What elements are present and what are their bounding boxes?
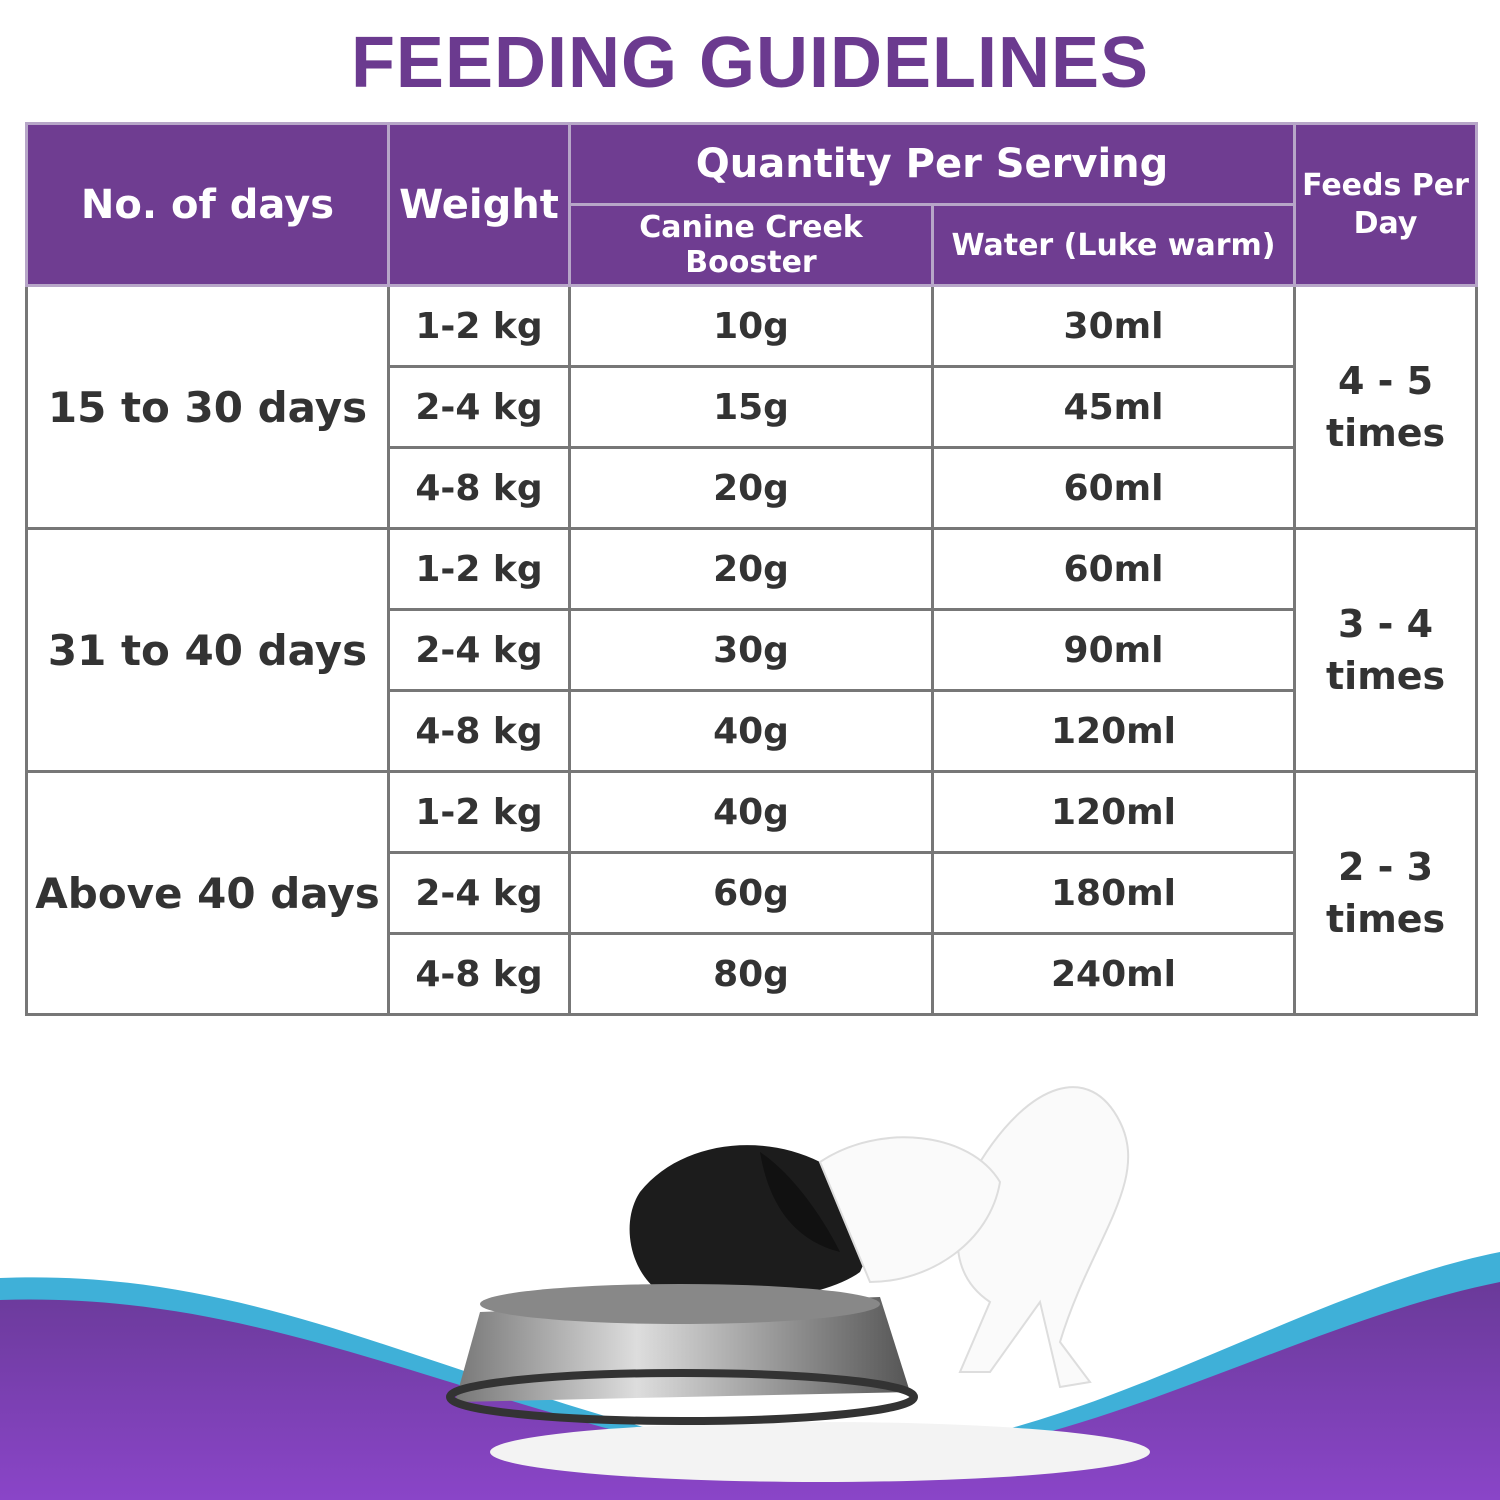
puppy-ear xyxy=(760,1152,840,1252)
weight-cell: 4-8 kg xyxy=(387,689,571,773)
days-cell: 15 to 30 days xyxy=(25,284,390,530)
booster-cell: 30g xyxy=(568,608,934,692)
days-cell: Above 40 days xyxy=(25,770,390,1016)
weight-cell: 1-2 kg xyxy=(387,527,571,611)
header-cell: No. of days xyxy=(25,122,390,287)
weight-cell: 4-8 kg xyxy=(387,446,571,530)
feeds-cell: 4 - 5 times xyxy=(1293,284,1478,530)
booster-cell: 20g xyxy=(568,446,934,530)
bowl-rim xyxy=(480,1284,880,1324)
water-cell: 120ml xyxy=(931,689,1296,773)
water-cell: 240ml xyxy=(931,932,1296,1016)
title: FEEDING GUIDELINES xyxy=(350,23,1150,103)
header-row: Canine Creek Booster Water (Luke warm) xyxy=(27,203,1477,287)
header-cell: Quantity Per Serving xyxy=(568,122,1296,206)
header-row: No. of days Weight Quantity Per Serving … xyxy=(25,122,1478,287)
weight-cell: 2-4 kg xyxy=(387,365,571,449)
water-cell: 180ml xyxy=(931,851,1296,935)
feeds-cell: 3 - 4 times xyxy=(1293,527,1478,773)
table-row: 2-4 kg 60g 180ml xyxy=(27,851,1477,935)
water-cell: 45ml xyxy=(931,365,1296,449)
water-cell: 120ml xyxy=(931,770,1296,854)
table-header: No. of days Weight Quantity Per Serving … xyxy=(25,122,1478,287)
weight-cell: 2-4 kg xyxy=(387,608,571,692)
table-body: 15 to 30 days 1-2 kg 10g 30ml 4 - 5 times 2-4… xyxy=(25,284,1478,1016)
header-cell: Canine Creek Booster xyxy=(568,203,934,287)
water-cell: 60ml xyxy=(931,527,1296,611)
header-cell: Water (Luke warm) xyxy=(931,203,1296,287)
table-row: 4-8 kg 80g 240ml xyxy=(27,932,1477,1016)
table-row: Above 40 days 1-2 kg 40g 120ml 2 - 3 times xyxy=(25,770,1478,1016)
water-cell: 60ml xyxy=(931,446,1296,530)
booster-cell: 80g xyxy=(568,932,934,1016)
puppy-body xyxy=(956,1086,1130,1389)
weight-cell: 1-2 kg xyxy=(387,284,571,368)
bowl-base xyxy=(446,1369,918,1425)
header-cell: Weight xyxy=(387,122,571,287)
weight-cell: 2-4 kg xyxy=(387,851,571,935)
floor-shadow xyxy=(490,1422,1150,1482)
booster-cell: 20g xyxy=(568,527,934,611)
table-row: 2-4 kg 30g 90ml xyxy=(27,608,1477,692)
puppy-head xyxy=(629,1145,870,1303)
decoration xyxy=(0,1086,1500,1500)
feeding-table: No. of days Weight Quantity Per Serving … xyxy=(25,122,1478,1016)
table-row: 4-8 kg 20g 60ml xyxy=(27,446,1477,530)
days-cell: 31 to 40 days xyxy=(25,527,390,773)
booster-cell: 10g xyxy=(568,284,934,368)
table-row: 31 to 40 days 1-2 kg 20g 60ml 3 - 4 times xyxy=(25,527,1478,773)
water-cell: 30ml xyxy=(931,284,1296,368)
table-row: 2-4 kg 15g 45ml xyxy=(27,365,1477,449)
puppy-neck xyxy=(818,1136,1002,1284)
table-row: 4-8 kg 40g 120ml xyxy=(27,689,1477,773)
weight-cell: 1-2 kg xyxy=(387,770,571,854)
table-row: 15 to 30 days 1-2 kg 10g 30ml 4 - 5 times xyxy=(25,284,1478,530)
booster-cell: 40g xyxy=(568,770,934,854)
weight-cell: 4-8 kg xyxy=(387,932,571,1016)
header-cell: Feeds Per Day xyxy=(1293,122,1478,287)
water-cell: 90ml xyxy=(931,608,1296,692)
feeds-cell: 2 - 3 times xyxy=(1293,770,1478,1016)
booster-cell: 40g xyxy=(568,689,934,773)
booster-cell: 15g xyxy=(568,365,934,449)
booster-cell: 60g xyxy=(568,851,934,935)
